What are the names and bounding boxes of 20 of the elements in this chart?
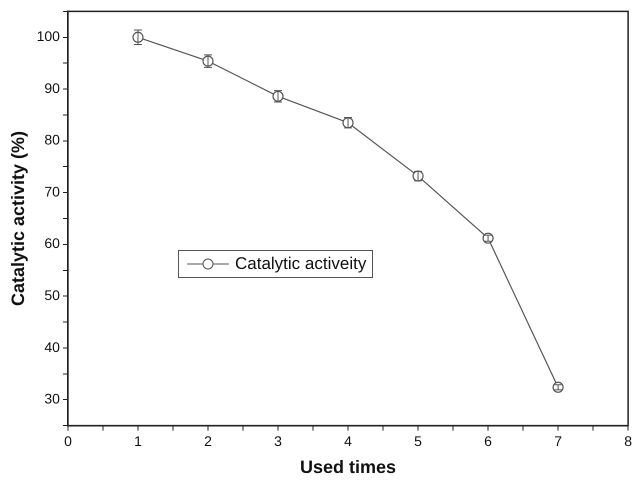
x-tick-label: 2: [204, 432, 212, 449]
x-axis-title: Used times: [300, 457, 396, 478]
y-tick-label: 70: [44, 183, 60, 200]
y-tick-label: 30: [44, 390, 60, 407]
y-tick-label: 50: [44, 287, 60, 304]
y-tick-label: 60: [44, 235, 60, 252]
y-tick-label: 100: [36, 28, 60, 44]
x-tick-label: 0: [64, 432, 72, 449]
y-tick-label: 90: [44, 80, 60, 96]
y-axis-title: Catalytic activity (%): [8, 130, 28, 306]
x-tick-label: 5: [414, 432, 422, 449]
x-tick-label: 4: [344, 432, 352, 449]
legend-label: Catalytic activeity: [235, 254, 366, 274]
x-tick-label: 8: [624, 432, 632, 449]
y-tick-label: 80: [44, 132, 60, 148]
x-tick-label: 3: [274, 432, 282, 449]
y-tick-label: 40: [44, 338, 60, 355]
x-tick-label: 6: [484, 432, 492, 449]
x-tick-label: 1: [134, 432, 142, 449]
x-tick-label: 7: [554, 432, 562, 449]
